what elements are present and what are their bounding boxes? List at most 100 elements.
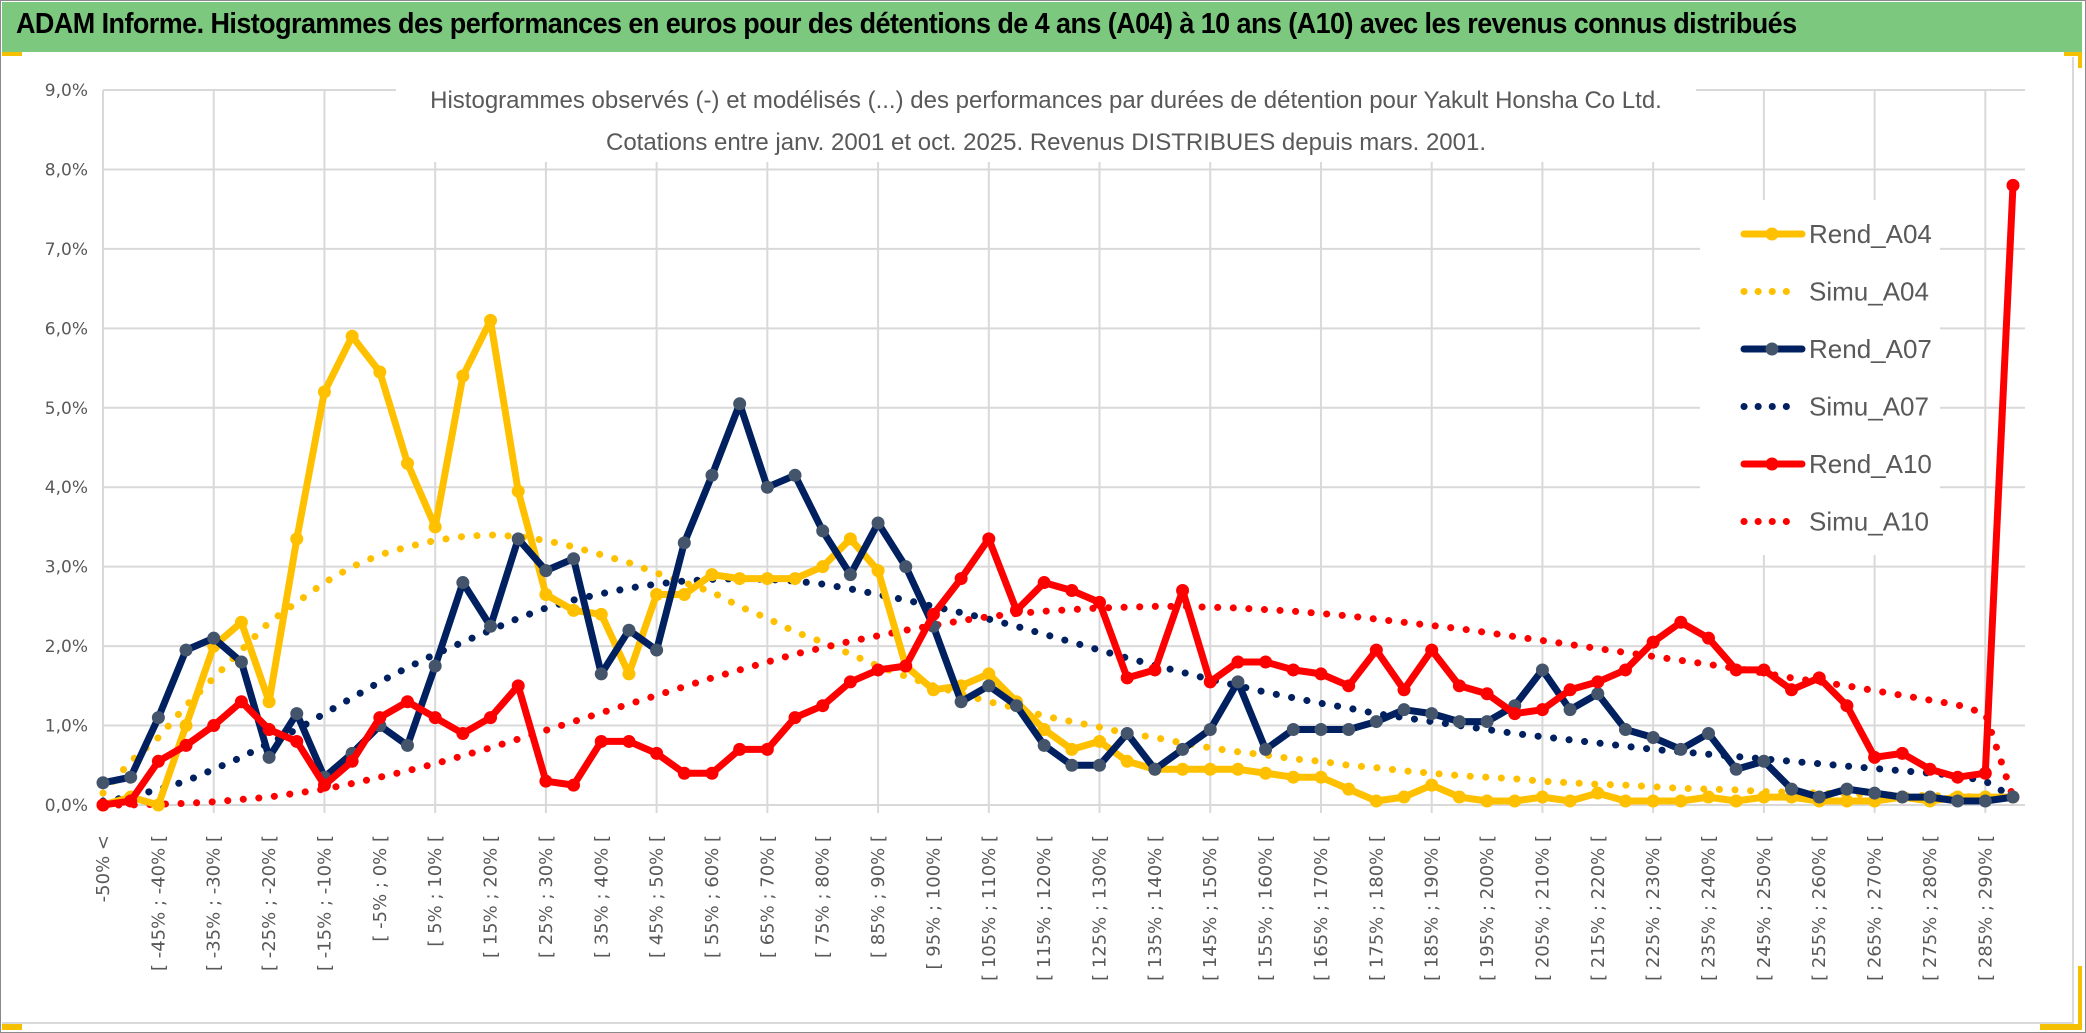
data-point [456,727,470,740]
data-point [428,711,442,725]
y-tick-label: 8,0% [45,160,88,180]
data-point [567,552,581,566]
legend: Rend_A04 Simu_A04 Rend_A07 Simu_A07 Rend_A10… [1700,200,1940,555]
data-point [1757,754,1771,768]
data-point [1120,671,1134,685]
data-point [1286,770,1300,784]
data-point [2006,178,2020,192]
data-point [1702,631,1716,645]
report-banner: ADAM Informe. Histogrammes des performan… [2,2,2082,52]
data-point [2006,790,2020,804]
data-point [1093,734,1107,748]
data-point [760,480,774,494]
data-point [96,776,110,790]
data-point [733,397,747,411]
data-point [234,695,248,709]
data-point [345,329,359,343]
data-point [1425,643,1439,657]
data-point [1812,790,1826,804]
data-point [1120,727,1134,740]
x-tick-label: [ 105% ; 110% [ [979,835,1000,981]
legend-item-simu-a07: Simu_A07 [1740,392,1929,422]
accent-mark [2,52,22,56]
data-point [179,738,193,752]
data-point [1840,699,1854,713]
legend-item-rend-a04: Rend_A04 [1740,219,1932,249]
data-point [1951,770,1965,784]
data-point [207,631,221,645]
data-point [1480,715,1494,729]
legend-item-simu-a04: Simu_A04 [1740,277,1929,307]
data-point [1148,762,1162,776]
legend-marker [1765,457,1779,471]
series-rend-a10 [96,178,2020,812]
data-point [1563,683,1577,697]
data-point [1425,778,1439,792]
x-tick-label: [ 225% ; 230% [ [1643,835,1664,981]
data-point [982,679,996,693]
data-point [484,313,498,327]
data-point [1369,643,1383,657]
data-point [1702,727,1716,740]
data-point [1895,746,1909,760]
series-simu-a07 [99,575,2017,805]
data-point [1065,584,1079,597]
data-point [594,734,608,748]
x-tick-label: [ -25% ; -20% [ [259,835,280,971]
data-point [705,468,719,482]
data-point [1618,723,1632,737]
x-tick-label: [ 265% ; 270% [ [1865,835,1886,981]
data-point [1978,794,1992,808]
data-point [290,532,304,546]
data-point [317,778,331,792]
data-point [1480,687,1494,701]
chart-area-border [2,57,2074,1024]
data-point [1369,715,1383,729]
data-point [1369,794,1383,808]
data-point [1286,663,1300,677]
legend-label: Rend_A10 [1809,449,1932,479]
data-point [594,667,608,681]
data-point [1037,576,1051,590]
data-point [1203,675,1217,689]
x-tick-label: [ 65% ; 70% [ [757,835,778,958]
data-point [1951,794,1965,808]
x-tick-label: [ 285% ; 290% [ [1975,835,1996,981]
series-line [99,181,2017,809]
data-point [677,587,691,601]
data-point [539,564,553,578]
data-point [594,607,608,621]
gridlines [102,89,2025,813]
data-point [926,683,940,697]
x-tick-label: [ -45% ; -40% [ [148,835,169,971]
data-point [1729,794,1743,808]
data-point [1037,738,1051,752]
data-point [1314,723,1328,737]
data-point [345,754,359,768]
data-point [1231,675,1245,689]
data-point [1508,794,1522,808]
legend-label: Rend_A07 [1809,334,1932,364]
data-point [1618,794,1632,808]
data-point [1037,723,1051,737]
data-point [1065,758,1079,772]
data-point [1757,790,1771,804]
data-point [1425,707,1439,721]
accent-mark [2,1024,22,1030]
legend-item-rend-a10: Rend_A10 [1740,449,1932,479]
data-point [484,711,498,725]
x-tick-label: [ 5% ; 10% [ [425,835,446,947]
data-point [816,524,830,538]
legend-item-rend-a07: Rend_A07 [1740,334,1932,364]
x-tick-label: [ 245% ; 250% [ [1754,835,1775,981]
data-point [96,798,110,812]
data-point [954,572,968,586]
data-point [1785,683,1799,697]
y-tick-label: 6,0% [45,319,88,339]
data-point [511,679,525,693]
data-point [843,568,857,582]
data-point [1812,671,1826,685]
data-point [400,695,414,709]
data-point [1231,762,1245,776]
data-point [733,742,747,756]
